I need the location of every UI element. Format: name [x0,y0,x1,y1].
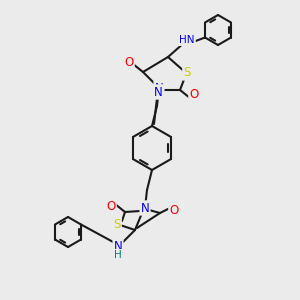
Text: N: N [154,85,162,98]
Text: S: S [113,218,121,230]
Text: S: S [183,67,191,80]
Text: N: N [141,202,149,214]
Text: N: N [114,241,122,254]
Text: O: O [189,88,199,101]
Text: HN: HN [179,35,195,45]
Text: O: O [124,56,134,68]
Text: N: N [154,82,164,94]
Text: O: O [169,205,178,218]
Text: O: O [106,200,116,214]
Text: H: H [114,250,122,260]
